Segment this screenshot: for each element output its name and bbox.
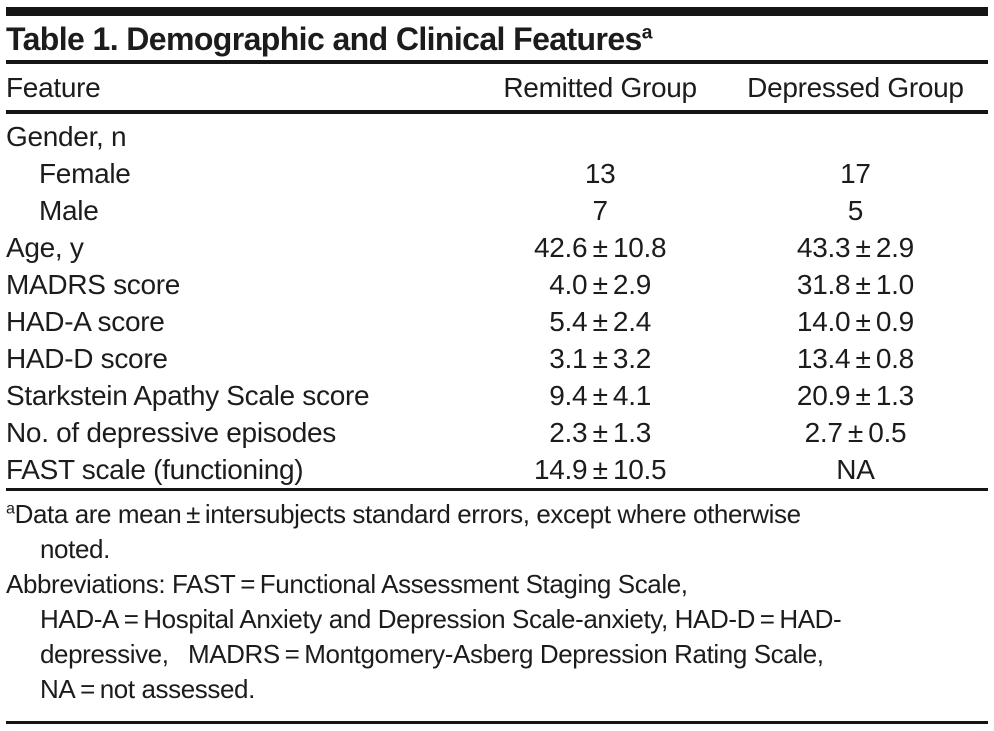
cell-depressed: 20.9 ± 1.3 bbox=[796, 380, 914, 411]
abbreviations-line-4: NA = not assessed. bbox=[40, 674, 255, 704]
cell-feature: Female bbox=[39, 158, 131, 189]
title-divider-rule bbox=[6, 60, 988, 64]
cell-feature: HAD-D score bbox=[6, 343, 168, 374]
cell-feature: HAD-A score bbox=[6, 306, 165, 337]
table-row: Gender, n bbox=[6, 112, 988, 155]
footnote-a-marker: a bbox=[6, 499, 15, 518]
cell-remitted: 4.0 ± 2.9 bbox=[549, 269, 651, 300]
top-thick-rule bbox=[6, 7, 988, 16]
cell-remitted: 3.1 ± 3.2 bbox=[549, 343, 651, 374]
table-row: Age, y 42.6 ± 10.8 43.3 ± 2.9 bbox=[6, 229, 988, 266]
table-row: Female 13 17 bbox=[6, 155, 988, 192]
cell-depressed: 43.3 ± 2.9 bbox=[796, 232, 914, 263]
cell-remitted: 13 bbox=[584, 158, 616, 189]
cell-feature: Gender, n bbox=[6, 121, 127, 152]
cell-depressed bbox=[723, 112, 988, 155]
cell-feature: FAST scale (functioning) bbox=[6, 454, 304, 485]
cell-remitted: 7 bbox=[592, 195, 608, 226]
cell-depressed: 17 bbox=[840, 158, 871, 189]
footnote-a-line-2: noted. bbox=[40, 534, 110, 564]
cell-remitted: 2.3 ± 1.3 bbox=[549, 417, 651, 448]
header-row: Feature Remitted Group Depressed Group bbox=[6, 64, 988, 114]
table-row: HAD-D score 3.1 ± 3.2 13.4 ± 0.8 bbox=[6, 340, 988, 377]
table-row: Male 7 5 bbox=[6, 192, 988, 229]
cell-depressed: 14.0 ± 0.9 bbox=[796, 306, 914, 337]
cell-depressed: NA bbox=[836, 454, 875, 485]
column-header-depressed: Depressed Group bbox=[722, 64, 988, 114]
table-row: FAST scale (functioning) 14.9 ± 10.5 NA bbox=[6, 451, 988, 488]
cell-remitted bbox=[477, 112, 723, 155]
cell-depressed: 5 bbox=[847, 195, 864, 226]
cell-feature: Age, y bbox=[6, 232, 84, 263]
table-row: Starkstein Apathy Scale score 9.4 ± 4.1 … bbox=[6, 377, 988, 414]
cell-remitted: 5.4 ± 2.4 bbox=[549, 306, 651, 337]
table-row: HAD-A score 5.4 ± 2.4 14.0 ± 0.9 bbox=[6, 303, 988, 340]
footnote-a-text: Data are mean ± intersubjects standard e… bbox=[14, 499, 802, 529]
body-footnote-divider-rule bbox=[6, 488, 988, 491]
cell-feature: MADRS score bbox=[6, 269, 181, 300]
table-header: Feature Remitted Group Depressed Group bbox=[6, 64, 988, 114]
cell-depressed: 31.8 ± 1.0 bbox=[796, 269, 914, 300]
table-body: Gender, n Female 13 17 Male 7 5 Age, y 4… bbox=[6, 112, 988, 488]
cell-feature: Starkstein Apathy Scale score bbox=[6, 380, 370, 411]
abbreviations-line-2: HAD-A = Hospital Anxiety and Depression … bbox=[40, 604, 842, 634]
column-header-remitted: Remitted Group bbox=[477, 64, 723, 114]
demographics-table: Feature Remitted Group Depressed Group G… bbox=[6, 64, 988, 488]
column-header-feature: Feature bbox=[6, 64, 478, 114]
footnote-a-line-1: aData are mean ± intersubjects standard … bbox=[6, 497, 988, 532]
cell-remitted: 42.6 ± 10.8 bbox=[533, 232, 667, 263]
table-row: MADRS score 4.0 ± 2.9 31.8 ± 1.0 bbox=[6, 266, 988, 303]
table-title-text: Table 1. Demographic and Clinical Featur… bbox=[6, 21, 642, 57]
cell-depressed: 13.4 ± 0.8 bbox=[796, 343, 914, 374]
cell-remitted: 14.9 ± 10.5 bbox=[533, 454, 667, 485]
cell-feature: Male bbox=[39, 195, 99, 226]
cell-feature: No. of depressive episodes bbox=[6, 417, 336, 448]
bottom-rule bbox=[6, 721, 988, 724]
abbreviations-line-3: depressive, MADRS = Montgomery-Asberg De… bbox=[40, 639, 824, 669]
footnotes: aData are mean ± intersubjects standard … bbox=[6, 497, 988, 707]
table-row: No. of depressive episodes 2.3 ± 1.3 2.7… bbox=[6, 414, 988, 451]
table-title: Table 1. Demographic and Clinical Featur… bbox=[6, 19, 988, 59]
cell-depressed: 2.7 ± 0.5 bbox=[804, 417, 907, 448]
cell-remitted: 9.4 ± 4.1 bbox=[549, 380, 651, 411]
title-footnote-marker: a bbox=[641, 22, 653, 44]
abbreviations-line-1: Abbreviations: FAST = Functional Assessm… bbox=[6, 569, 688, 599]
